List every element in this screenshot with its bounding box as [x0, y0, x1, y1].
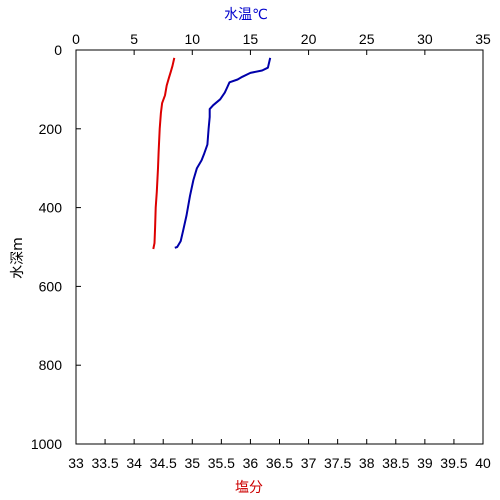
top-tick-label: 15 [243, 31, 259, 47]
bottom-tick-label: 39 [417, 455, 433, 471]
y-tick-label: 400 [39, 200, 63, 216]
bottom-tick-label: 35.5 [208, 455, 235, 471]
top-axis-ticks: 0 5 10 15 20 25 30 35 [72, 31, 491, 55]
bottom-tick-label: 38 [359, 455, 375, 471]
series-layer [152, 57, 272, 250]
bottom-axis-ticks: 33 33.5 34 34.5 35 35.5 36 36.5 37 37.5 38 38.5 39 39… [68, 439, 491, 471]
top-tick-label: 0 [72, 31, 80, 47]
bottom-tick-label: 34.5 [150, 455, 177, 471]
temperature-profile-line [174, 57, 272, 249]
salinity-profile-line [152, 57, 176, 250]
top-axis-title: 水温℃ [224, 7, 268, 23]
bottom-tick-label: 33 [68, 455, 84, 471]
top-tick-label: 20 [301, 31, 317, 47]
bottom-tick-label: 37 [301, 455, 317, 471]
plot-frame [75, 49, 484, 445]
bottom-tick-label: 35 [184, 455, 200, 471]
top-tick-label: 25 [359, 31, 375, 47]
top-tick-label: 30 [417, 31, 433, 47]
bottom-tick-label: 33.5 [91, 455, 118, 471]
bottom-tick-label: 38.5 [382, 455, 409, 471]
bottom-tick-label: 36 [243, 455, 259, 471]
top-tick-label: 5 [130, 31, 138, 47]
top-tick-label: 10 [184, 31, 200, 47]
bottom-tick-label: 37.5 [324, 455, 351, 471]
bottom-tick-label: 34 [126, 455, 142, 471]
y-axis-title: 水深m [10, 237, 26, 279]
bottom-tick-label: 40 [475, 455, 491, 471]
y-tick-label: 200 [39, 121, 63, 137]
y-tick-label: 800 [39, 357, 63, 373]
y-tick-label: 1000 [31, 436, 62, 452]
y-tick-label: 600 [39, 278, 63, 294]
bottom-axis-title: 塩分 [235, 480, 263, 496]
y-tick-label: 0 [54, 42, 62, 58]
bottom-tick-label: 36.5 [266, 455, 293, 471]
top-tick-label: 35 [475, 31, 491, 47]
left-axis-ticks: 0 200 400 600 800 1000 [31, 42, 81, 452]
bottom-tick-label: 39.5 [440, 455, 467, 471]
plot-area [75, 49, 484, 445]
